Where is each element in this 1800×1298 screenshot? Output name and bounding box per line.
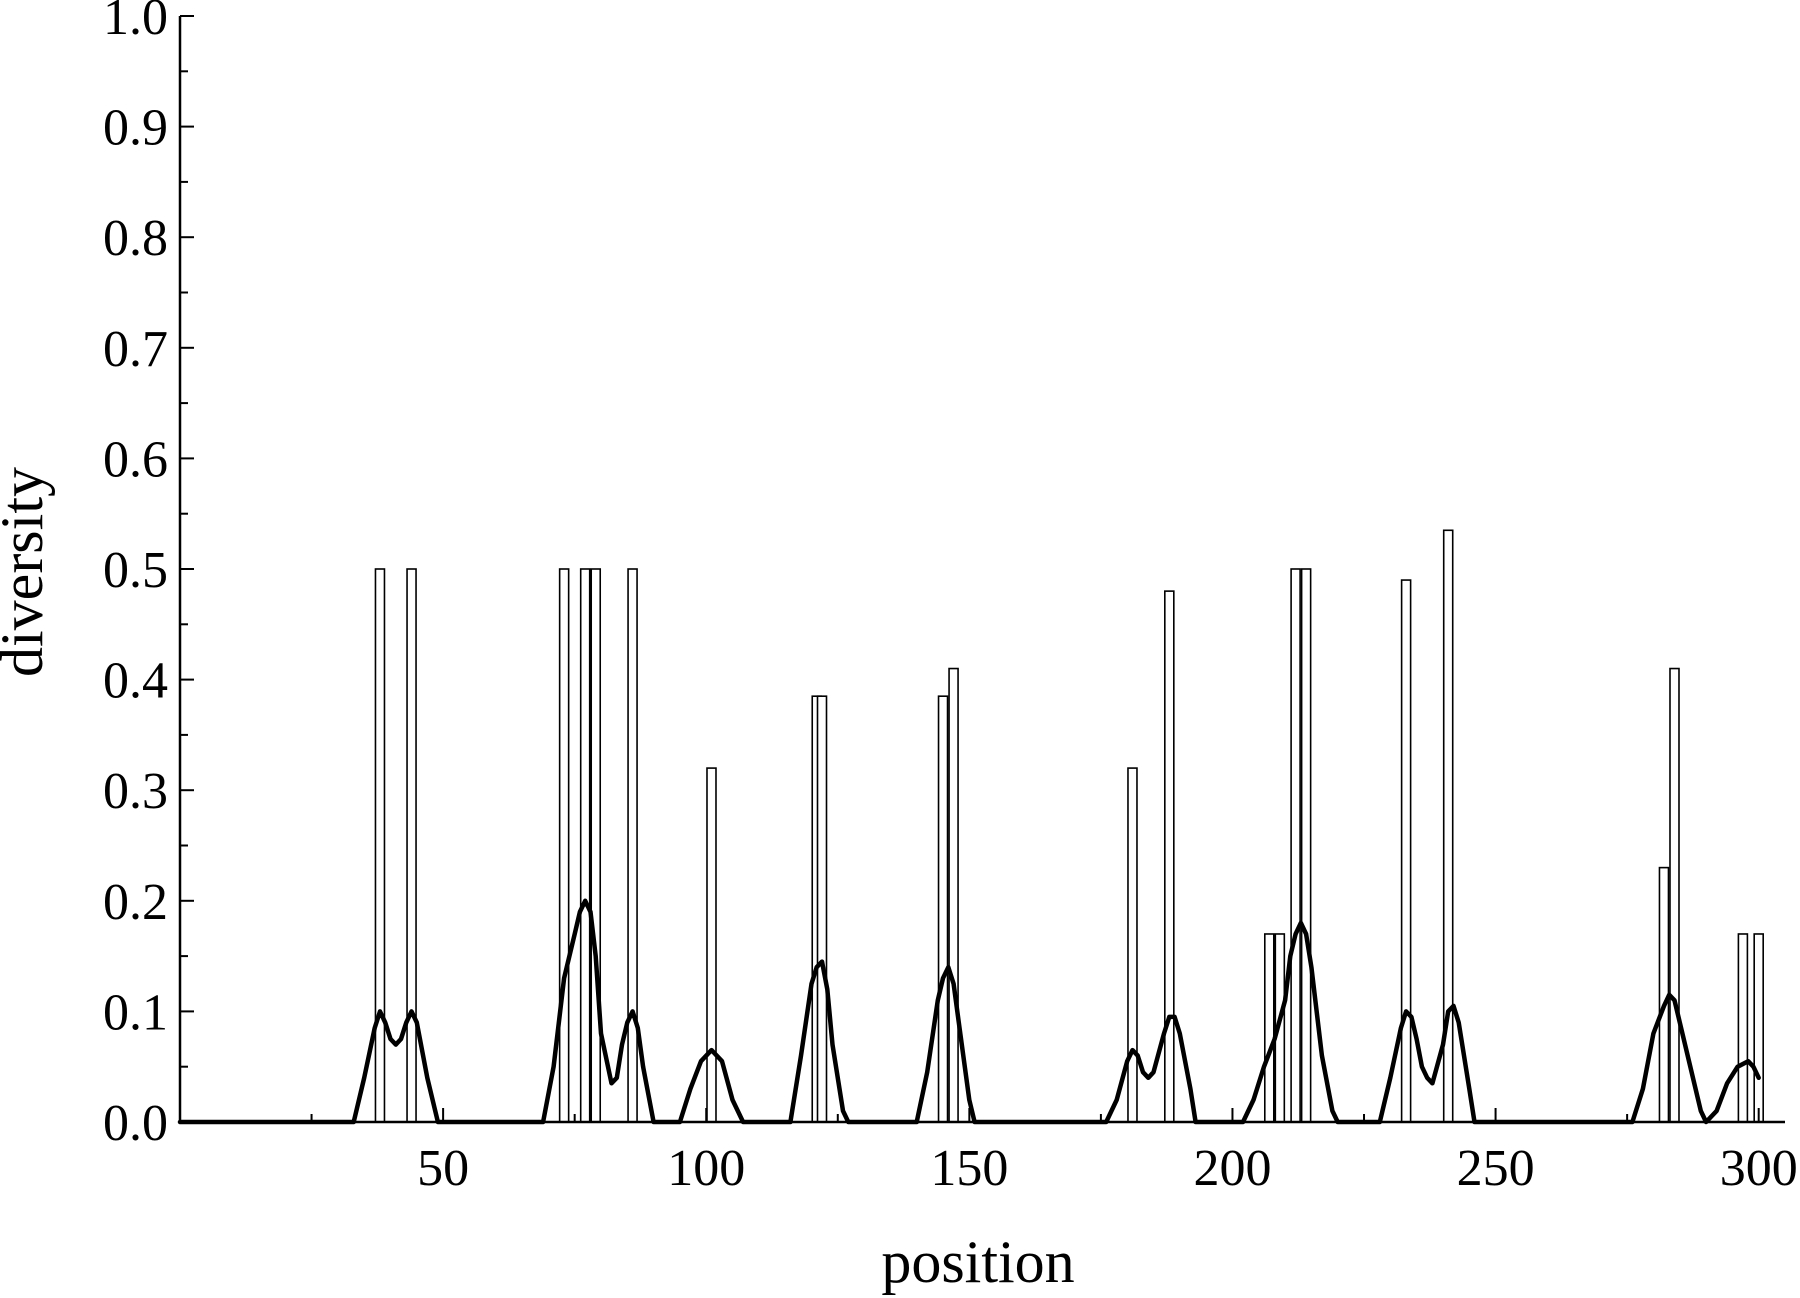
diversity-bar (1300, 568, 1312, 1123)
y-tick-label: 0.8 (103, 210, 168, 267)
diversity-bar (1263, 933, 1275, 1123)
smoothed-line-series (177, 898, 1761, 1125)
y-tick-label: 0.1 (103, 984, 168, 1041)
diversity-bar (1127, 767, 1138, 1123)
y-tick-label: 0.6 (103, 431, 168, 488)
diversity-bar (590, 568, 602, 1123)
diversity-bar (1290, 568, 1301, 1123)
bar-series (374, 529, 1764, 1123)
smoothed-diversity-line (177, 898, 1761, 1125)
diversity-bar (579, 568, 591, 1123)
diversity-bar (1753, 933, 1764, 1123)
diversity-bar (706, 767, 717, 1123)
x-tick-label: 250 (1457, 1140, 1535, 1197)
diversity-bar (816, 695, 828, 1123)
diversity-bar (948, 667, 959, 1123)
y-tick-label: 0.2 (103, 874, 168, 931)
axes (178, 16, 1785, 1124)
diversity-bar (937, 695, 949, 1123)
x-tick-label: 200 (1193, 1140, 1271, 1197)
diversity-bar (558, 568, 570, 1123)
diversity-bar (1669, 667, 1680, 1123)
diversity-bar (406, 568, 417, 1123)
x-tick-label: 100 (667, 1140, 745, 1197)
y-tick-label: 0.4 (103, 653, 168, 710)
y-tick-label: 0.3 (103, 763, 168, 820)
x-tick-label: 50 (417, 1140, 469, 1197)
diversity-bar (627, 568, 638, 1123)
diversity-bar (1164, 590, 1175, 1123)
x-tick-label: 150 (930, 1140, 1008, 1197)
diversity-bar (374, 568, 386, 1123)
x-tick-label: 300 (1720, 1140, 1798, 1197)
y-tick-label: 0.7 (103, 321, 168, 378)
diversity-bar (1737, 933, 1749, 1123)
y-axis-ticks: 0.0 0.1 0.2 0.3 0.4 0.5 0.6 0.7 0.8 0.9 1.0 (103, 0, 194, 1152)
x-axis-ticks: 50 100 150 200 250 300 (310, 1108, 1798, 1197)
y-tick-label: 0.9 (103, 100, 168, 157)
diversity-bar (1400, 579, 1412, 1123)
x-axis-title: position (881, 1229, 1074, 1295)
y-axis-title: diversity (0, 467, 55, 677)
y-tick-label: 1.0 (103, 0, 168, 46)
y-tick-label: 0.5 (103, 542, 168, 599)
y-tick-label: 0.0 (103, 1095, 168, 1152)
